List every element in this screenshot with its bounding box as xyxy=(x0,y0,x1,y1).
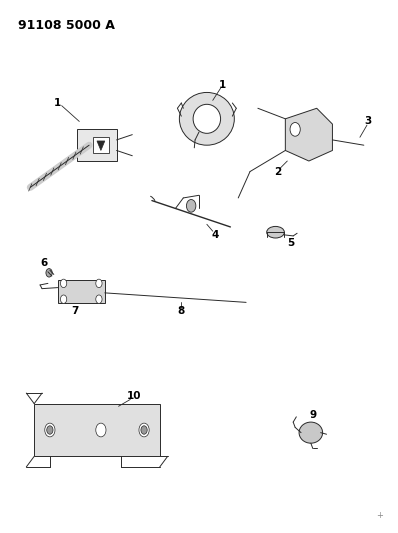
Circle shape xyxy=(45,423,55,437)
Text: 7: 7 xyxy=(72,306,79,316)
Polygon shape xyxy=(34,403,160,456)
Circle shape xyxy=(60,295,67,303)
Circle shape xyxy=(96,423,106,437)
Ellipse shape xyxy=(267,227,284,238)
Polygon shape xyxy=(285,108,332,161)
Circle shape xyxy=(186,199,196,212)
Circle shape xyxy=(96,295,102,303)
Polygon shape xyxy=(97,141,105,150)
Text: 6: 6 xyxy=(40,259,48,268)
Text: 3: 3 xyxy=(364,116,371,126)
Text: 1: 1 xyxy=(54,98,61,108)
Circle shape xyxy=(290,123,300,136)
Text: 5: 5 xyxy=(288,238,295,248)
Circle shape xyxy=(141,426,147,434)
Ellipse shape xyxy=(299,422,323,443)
Polygon shape xyxy=(58,280,105,303)
Text: 91108 5000 A: 91108 5000 A xyxy=(18,19,115,31)
Polygon shape xyxy=(77,130,117,161)
Text: +: + xyxy=(377,511,383,520)
Circle shape xyxy=(47,426,53,434)
Text: 2: 2 xyxy=(274,166,281,176)
Text: 9: 9 xyxy=(309,410,316,420)
Circle shape xyxy=(60,279,67,288)
Text: 10: 10 xyxy=(127,391,142,401)
Text: 4: 4 xyxy=(211,230,219,240)
Ellipse shape xyxy=(193,104,220,133)
Circle shape xyxy=(96,279,102,288)
Text: 8: 8 xyxy=(178,306,185,316)
Circle shape xyxy=(139,423,149,437)
Circle shape xyxy=(46,269,52,277)
Text: 1: 1 xyxy=(219,79,226,90)
Ellipse shape xyxy=(179,92,234,145)
Polygon shape xyxy=(93,138,109,153)
